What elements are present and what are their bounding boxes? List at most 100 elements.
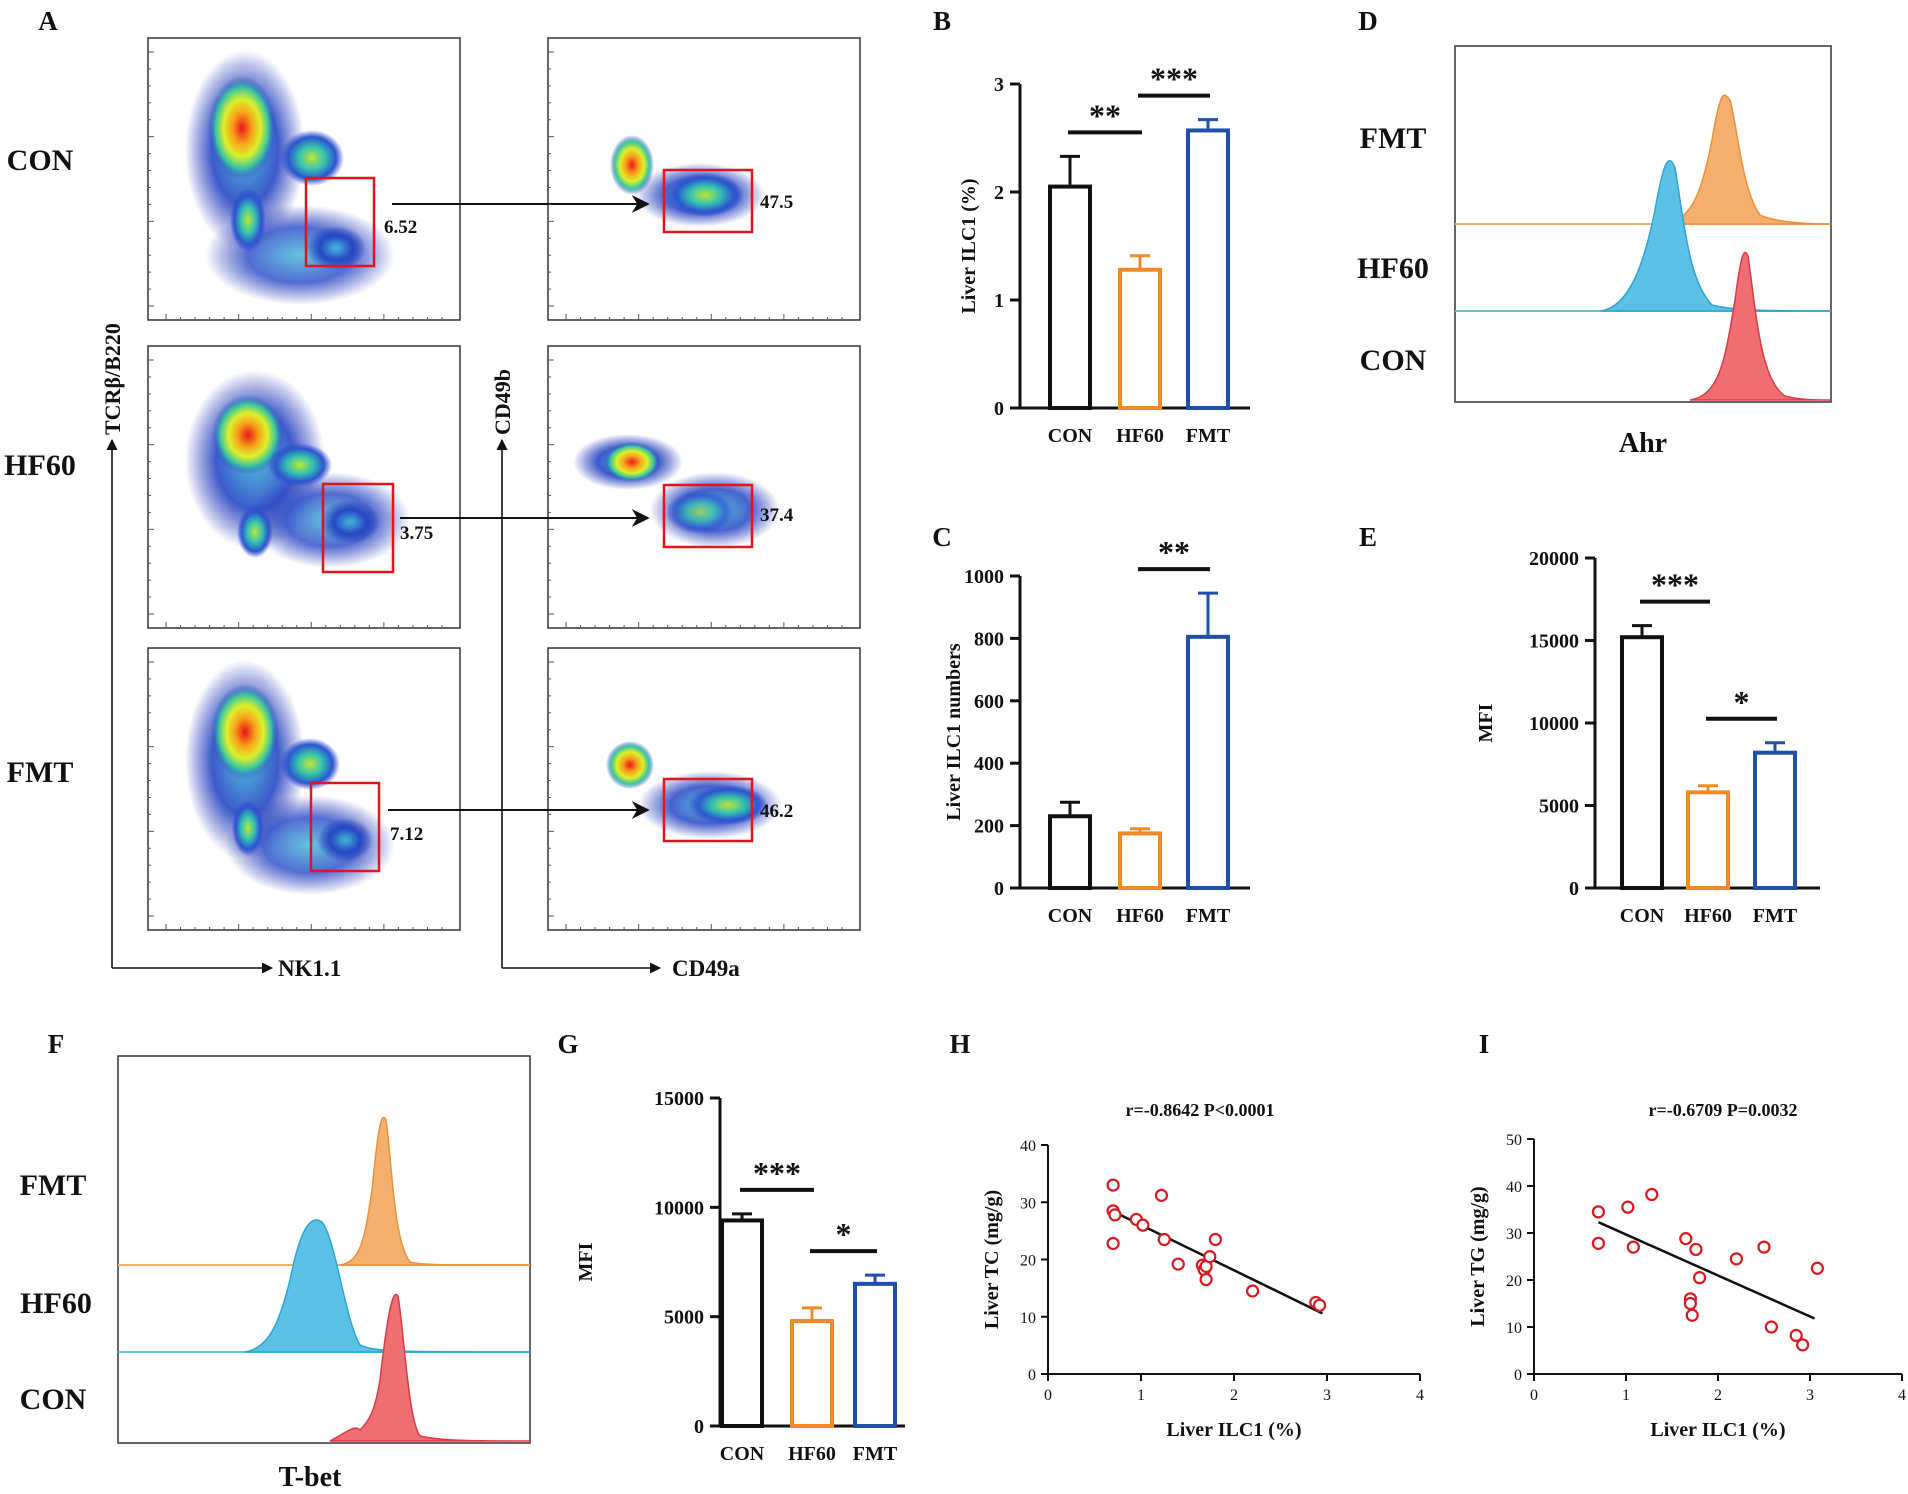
gate-con-right	[662, 168, 754, 234]
dotplot-hf60-cd49	[547, 345, 861, 629]
regression-line	[1597, 1221, 1816, 1320]
axis-label-nk11: NK1.1	[278, 956, 341, 981]
y-tick-label: 2	[994, 182, 1004, 204]
panel-letter-b: B	[933, 6, 951, 36]
scatter-point	[1729, 1252, 1744, 1266]
y-tick-label: 15000	[654, 1088, 704, 1110]
y-tick-label: 40	[1020, 1138, 1036, 1155]
scatter-point	[1245, 1284, 1260, 1298]
scatter-point	[1136, 1218, 1150, 1232]
dotplot-con-cd49	[547, 37, 861, 321]
x-tick-label: 1	[1137, 1387, 1145, 1404]
scatter-point	[1692, 1271, 1707, 1285]
scatter-point	[1157, 1232, 1171, 1247]
y-tick-label: 5000	[664, 1307, 704, 1329]
bar-fmt	[853, 1281, 897, 1429]
significance-stars: **	[1089, 97, 1121, 133]
y-tick-label: 1000	[964, 566, 1004, 588]
row-label-hf60: HF60	[4, 449, 76, 482]
scatter-point	[1685, 1308, 1699, 1322]
gate-con-left	[304, 176, 376, 268]
significance-stars: **	[1158, 534, 1190, 570]
hist-xlabel-f: T-bet	[279, 1462, 342, 1493]
y-tick-label: 1	[994, 290, 1004, 312]
hist-fmt-ahr	[1659, 94, 1832, 225]
gate-hf60-left	[321, 482, 395, 574]
y-axis-label: MFI	[575, 1242, 597, 1281]
hist-con-ahr	[1689, 251, 1832, 401]
x-tick-label: FMT	[1753, 905, 1798, 927]
y-tick-label: 0	[1569, 878, 1579, 900]
gate-value-hf60-right: 37.4	[760, 505, 794, 526]
y-tick-label: 0	[1514, 1367, 1522, 1384]
chart-i-tg-correlation: 0 10 20 30 40 50 0 1 2 3 4 Liver TG (mg/g) Liver ILC…	[1467, 1100, 1906, 1441]
axis-label-cd49b: CD49b	[490, 369, 515, 435]
x-tick-label: CON	[720, 1443, 765, 1465]
hist-label-fmt-f: FMT	[20, 1169, 87, 1202]
x-tick-label: CON	[1620, 905, 1665, 927]
bar-con	[1620, 635, 1664, 891]
hist-label-fmt: FMT	[1360, 122, 1427, 155]
panel-letter-d: D	[1358, 6, 1378, 36]
scatter-point	[1621, 1200, 1635, 1214]
y-tick-label: 20	[1506, 1273, 1522, 1290]
dotplot-fmt-cd49	[547, 647, 861, 931]
panel-letter-a: A	[38, 6, 58, 36]
gate-value-con-right: 47.5	[760, 192, 793, 213]
x-tick-label: CON	[1048, 425, 1093, 447]
y-tick-label: 200	[974, 816, 1004, 838]
y-tick-label: 0	[1028, 1367, 1036, 1384]
axis-label-tcrb-b220: TCRβ/B220	[100, 323, 125, 435]
hist-label-con: CON	[1360, 344, 1427, 377]
row-label-con: CON	[7, 144, 74, 177]
x-tick-label: 4	[1898, 1387, 1906, 1404]
x-tick-label: 2	[1714, 1387, 1722, 1404]
bar-fmt	[1186, 128, 1230, 410]
panel-a-flow-cytometry: CON HF60 FMT	[4, 37, 861, 981]
x-tick-label: FMT	[853, 1443, 898, 1465]
scatter-point	[1312, 1298, 1327, 1312]
y-tick-label: 0	[994, 398, 1004, 420]
y-tick-label: 10	[1020, 1310, 1036, 1327]
hist-con-tbet	[329, 1293, 531, 1442]
scatter-point	[1683, 1296, 1698, 1311]
x-axis-label: Liver ILC1 (%)	[1650, 1419, 1785, 1441]
y-axis-label: Liver ILC1 (%)	[958, 178, 980, 313]
y-tick-label: 20	[1020, 1253, 1036, 1270]
scatter-point	[1199, 1272, 1213, 1287]
y-tick-label: 0	[994, 878, 1004, 900]
scatter-point	[1203, 1250, 1217, 1264]
bar-hf60	[790, 1319, 834, 1429]
bar-con	[720, 1218, 764, 1429]
scatter-point	[1591, 1236, 1606, 1250]
y-axis-label: MFI	[1475, 703, 1497, 742]
gate-value-fmt-left: 7.12	[390, 824, 423, 845]
x-tick-label: 4	[1416, 1387, 1424, 1404]
gate-hf60-right	[662, 483, 754, 549]
gate-value-con-left: 6.52	[384, 217, 417, 238]
y-tick-label: 3	[994, 74, 1004, 96]
significance-stars: ***	[1651, 567, 1699, 603]
scatter-point	[1108, 1208, 1122, 1222]
x-tick-label: 2	[1230, 1387, 1238, 1404]
axis-label-cd49a: CD49a	[672, 956, 740, 981]
x-tick-label: 3	[1806, 1387, 1814, 1404]
hist-label-hf60: HF60	[1357, 252, 1429, 285]
hist-label-hf60-f: HF60	[20, 1287, 92, 1320]
panel-letter-e: E	[1359, 522, 1377, 552]
y-tick-label: 30	[1020, 1195, 1036, 1212]
significance-stars: *	[1734, 684, 1750, 720]
bar-con	[1048, 184, 1092, 410]
y-tick-label: 600	[974, 691, 1004, 713]
scatter-point	[1208, 1232, 1223, 1247]
y-tick-label: 800	[974, 628, 1004, 650]
x-tick-label: 1	[1622, 1387, 1630, 1404]
x-tick-label: HF60	[1684, 905, 1732, 927]
scatter-point	[1106, 1178, 1120, 1192]
scatter-point	[1591, 1205, 1606, 1219]
hist-label-con-f: CON	[20, 1383, 87, 1416]
